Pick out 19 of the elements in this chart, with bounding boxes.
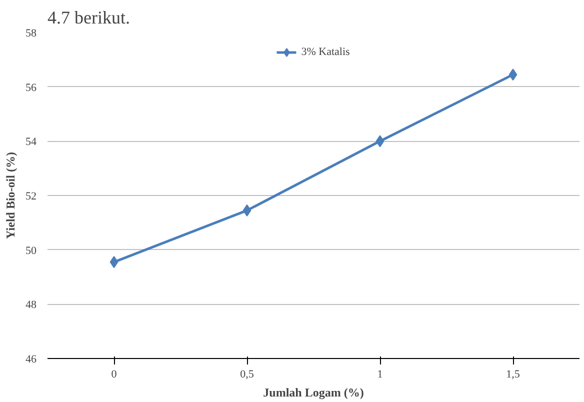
y-tick-label: 58 xyxy=(26,28,37,40)
y-tick-label: 48 xyxy=(26,299,37,312)
point xyxy=(376,135,384,148)
x-tick-label: 0 xyxy=(111,368,118,380)
y-tick-label: 46 xyxy=(26,354,37,366)
y-tick-label: 54 xyxy=(26,136,37,148)
text: 4.7 berikut. xyxy=(48,8,130,28)
x-tick-label: 1 xyxy=(377,368,383,380)
y-tick-label: 50 xyxy=(26,244,37,257)
legend-label: 3% Katalis xyxy=(301,46,350,58)
y-tick-label: 52 xyxy=(26,190,36,202)
x-tick-label: 1,5 xyxy=(506,368,520,380)
x-axis-title: Jumlah Logam (%) xyxy=(263,386,364,400)
y-axis-title: Yield Bio-oil (%) xyxy=(4,152,18,239)
x-tick-label: 0,5 xyxy=(240,368,254,380)
point xyxy=(508,68,518,81)
y-tick-label: 56 xyxy=(26,82,37,94)
point xyxy=(110,256,118,268)
point xyxy=(242,204,252,216)
